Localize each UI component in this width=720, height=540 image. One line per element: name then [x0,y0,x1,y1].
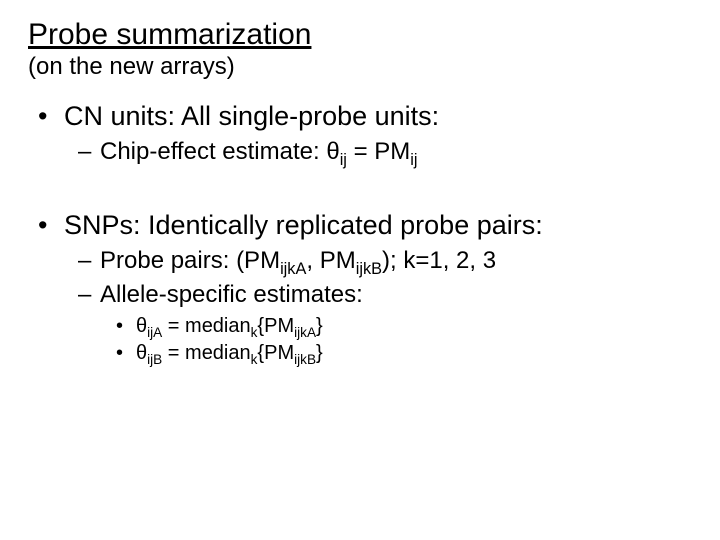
bullet-theta-b: θijB = mediank{PMijkB} [28,342,692,365]
bullet-snps: SNPs: Identically replicated probe pairs… [28,210,692,241]
text-post: ); k=1, 2, 3 [382,247,496,274]
slide-content: Probe summarization (on the new arrays) … [0,0,720,387]
text-mid: = median [162,315,250,337]
theta-symbol: θ [136,342,147,364]
text-mid: , PM [306,247,355,274]
text-pre: Probe pairs: (PM [100,247,280,274]
sub-ij: ij [340,150,347,168]
text-mid2: {PM [257,315,294,337]
bullet-allele-specific: Allele-specific estimates: [28,281,692,309]
slide-subtitle: (on the new arrays) [28,53,692,81]
sub-ija: ijA [147,325,162,340]
text-mid: = PM [347,138,410,165]
sub-ijka2: ijkA [294,325,316,340]
text-mid2: {PM [257,342,294,364]
theta-symbol: θ [136,315,147,337]
text-post: } [316,315,323,337]
sub-ijka: ijkA [280,259,306,277]
bullet-chip-effect: Chip-effect estimate: θij = PMij [28,138,692,166]
sub-ijkb: ijkB [356,259,382,277]
slide-title: Probe summarization [28,18,692,53]
text-mid: = median [162,342,250,364]
bullet-probe-pairs: Probe pairs: (PMijkA, PMijkB); k=1, 2, 3 [28,247,692,275]
bullet-cn-units: CN units: All single-probe units: [28,101,692,132]
text-post: } [316,342,323,364]
sub-ijb: ijB [147,352,162,367]
spacer [28,172,692,192]
sub-ijkb2: ijkB [294,352,316,367]
text-pre: Chip-effect estimate: [100,138,326,165]
theta-symbol: θ [326,138,339,165]
sub-ij2: ij [410,150,417,168]
bullet-theta-a: θijA = mediank{PMijkA} [28,315,692,338]
